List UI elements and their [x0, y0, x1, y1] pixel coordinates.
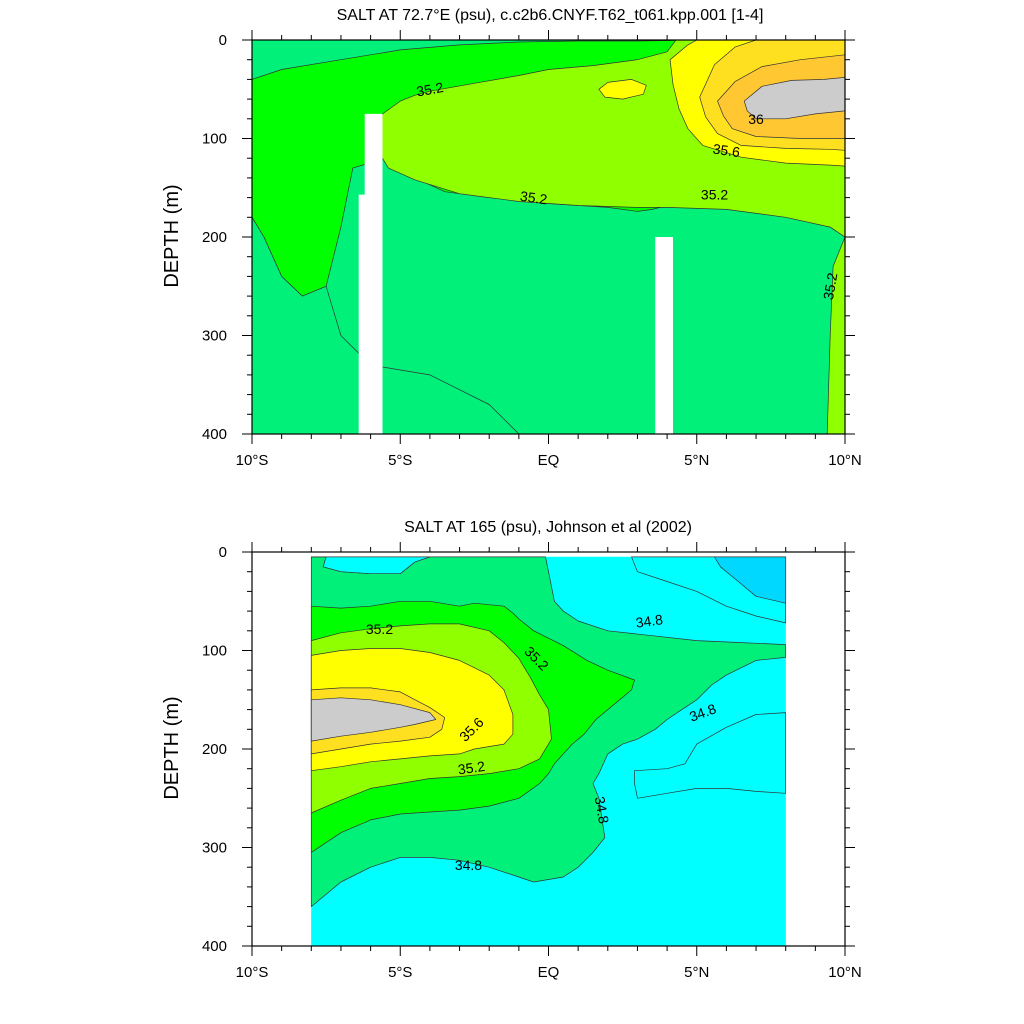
contour-region — [634, 712, 787, 799]
panel-model-salinity: SALT AT 72.7°E (psu), c.c2b6.CNYF.T62_t0… — [161, 7, 862, 469]
x-tick-label: 10°N — [828, 964, 862, 981]
x-tick-label: 10°N — [828, 452, 862, 469]
x-tick-label: 5°S — [388, 452, 412, 469]
contour-label: 36 — [748, 111, 764, 127]
axes: 10°S 5°S EQ 5°N 10°N 0 100 200 300 400 — [202, 30, 862, 469]
x-tick-label: 5°N — [684, 964, 709, 981]
contour-region — [310, 697, 437, 742]
y-tick-label: 300 — [202, 328, 227, 345]
x-tick-label: EQ — [538, 964, 560, 981]
x-tick-label: 5°S — [388, 964, 412, 981]
axes: 10°S 5°S EQ 5°N 10°N 0 100 200 300 400 — [202, 542, 862, 981]
y-tick-label: 100 — [202, 131, 227, 148]
contour-region — [310, 556, 431, 575]
missing-data-region — [655, 237, 673, 434]
y-tick-label: 0 — [219, 32, 227, 49]
contour-label: 35.2 — [457, 758, 486, 778]
contour-label: 34.8 — [455, 857, 482, 873]
contour-region — [743, 77, 845, 120]
contour-label: 34.8 — [592, 795, 613, 825]
panel-title: SALT AT 72.7°E (psu), c.c2b6.CNYF.T62_t0… — [337, 7, 764, 24]
panel-observed-salinity: SALT AT 165 (psu), Johnson et al (2002) … — [161, 519, 862, 981]
y-tick-label: 400 — [202, 426, 227, 443]
y-axis-label: DEPTH (m) — [161, 184, 183, 287]
contour-label: 35.6 — [712, 141, 741, 161]
y-tick-label: 100 — [202, 643, 227, 660]
contour-label: 35.2 — [519, 188, 548, 208]
y-axis-label: DEPTH (m) — [161, 696, 183, 799]
y-tick-label: 200 — [202, 229, 227, 246]
contour-field: 35.2 34.835.235.634.835.234.834.8 — [310, 556, 787, 946]
panel-title: SALT AT 165 (psu), Johnson et al (2002) — [404, 519, 692, 536]
contour-label: 35.2 — [820, 271, 841, 301]
contour-label: 35.2 — [366, 621, 393, 637]
x-tick-label: EQ — [538, 452, 560, 469]
y-tick-label: 400 — [202, 938, 227, 955]
contour-region — [598, 79, 647, 100]
contour-label: 35.2 — [415, 79, 445, 100]
x-tick-label: 10°S — [236, 452, 269, 469]
contour-field: 35.2 36 35.6 35.2 35.2 35.2 — [252, 40, 845, 434]
missing-data-region — [358, 113, 383, 434]
contour-label: 35.2 — [701, 187, 728, 203]
contour-label: 34.8 — [635, 611, 664, 631]
x-tick-label: 5°N — [684, 452, 709, 469]
y-tick-label: 0 — [219, 544, 227, 561]
x-tick-label: 10°S — [236, 964, 269, 981]
y-tick-label: 200 — [202, 741, 227, 758]
contour-region — [714, 556, 787, 604]
y-tick-label: 300 — [202, 840, 227, 857]
